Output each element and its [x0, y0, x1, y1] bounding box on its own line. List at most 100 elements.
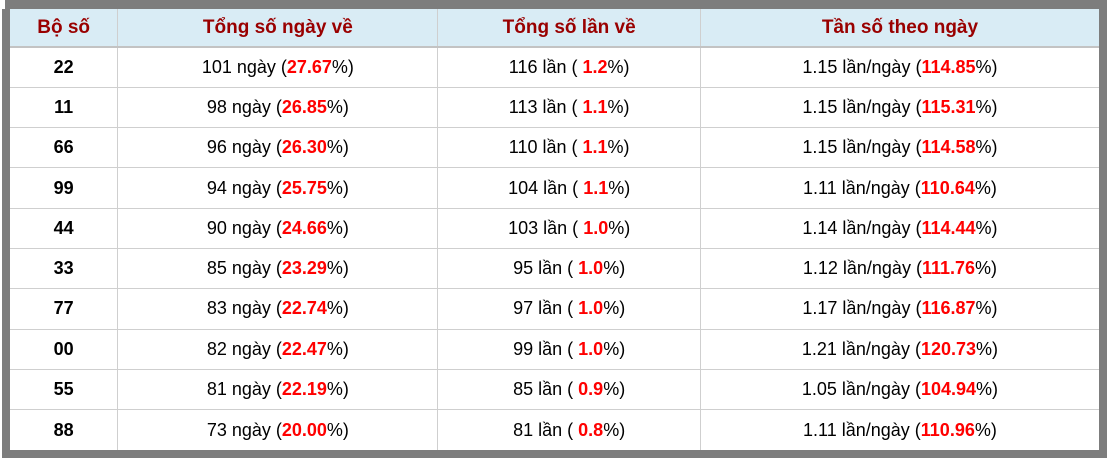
text-segment: %)	[975, 56, 998, 77]
table-row: 88 73 ngày (20.00%) 81 lần ( 0.8%) 1.11 …	[10, 409, 1099, 450]
cell-frequency-per-day: 1.21 lần/ngày (120.73%)	[700, 329, 1099, 370]
text-segment: %)	[603, 258, 626, 279]
text-segment: 95 lần (	[513, 258, 579, 279]
cell-frequency-per-day: 1.15 lần/ngày (114.85%)	[700, 47, 1099, 88]
cell-total-days: 82 ngày (22.47%)	[117, 329, 439, 370]
highlight-value: 1.0	[578, 298, 604, 319]
cell-total-days: 96 ngày (26.30%)	[117, 127, 439, 169]
cell-pair-number: 22	[10, 47, 119, 88]
cell-pair-number: 77	[10, 288, 119, 330]
cell-total-times: 104 lần ( 1.1%)	[437, 167, 701, 209]
text-segment: 110 lần (	[508, 137, 583, 158]
highlight-value: 120.73	[920, 338, 977, 359]
text-segment: %)	[326, 258, 349, 279]
highlight-value: 22.47	[281, 338, 327, 359]
cell-total-days: 94 ngày (25.75%)	[117, 167, 439, 209]
text-segment: %)	[975, 96, 998, 117]
highlight-value: 27.67	[286, 56, 332, 77]
highlight-value: 0.9	[578, 379, 604, 400]
cell-frequency-per-day: 1.17 lần/ngày (116.87%)	[700, 288, 1099, 330]
text-segment: %)	[607, 56, 630, 77]
table-row: 99 94 ngày (25.75%) 104 lần ( 1.1%) 1.11…	[10, 167, 1099, 209]
highlight-value: 110.64	[920, 177, 975, 198]
text-segment: %)	[603, 338, 626, 359]
text-segment: %)	[975, 137, 998, 158]
highlight-value: 20.00	[281, 419, 327, 440]
highlight-value: 0.8	[578, 419, 604, 440]
cell-pair-number: 44	[10, 208, 119, 249]
cell-total-days: 85 ngày (23.29%)	[117, 248, 439, 290]
text-segment: 113 lần (	[508, 96, 583, 117]
text-segment: 85 lần (	[513, 379, 579, 400]
highlight-value: 114.85	[921, 56, 976, 77]
cell-total-times: 113 lần ( 1.1%)	[437, 87, 701, 129]
cell-total-times: 85 lần ( 0.9%)	[437, 369, 701, 411]
text-segment: %)	[326, 379, 349, 400]
table-row: 44 90 ngày (24.66%) 103 lần ( 1.0%) 1.14…	[10, 208, 1099, 249]
text-segment: %)	[603, 419, 626, 440]
text-segment: 103 lần (	[508, 217, 584, 238]
cell-pair-number: 00	[10, 329, 119, 370]
cell-total-days: 101 ngày (27.67%)	[117, 47, 439, 88]
highlight-value: 26.30	[281, 137, 327, 158]
highlight-value: 1.2	[582, 56, 608, 77]
table-row: 33 85 ngày (23.29%) 95 lần ( 1.0%) 1.12 …	[10, 248, 1099, 290]
text-segment: 81 ngày (	[206, 379, 282, 400]
table-header-row: Bộ số Tổng số ngày về Tổng số lần về Tần…	[10, 9, 1099, 48]
cell-total-times: 99 lần ( 1.0%)	[437, 329, 701, 370]
text-segment: %)	[603, 379, 626, 400]
text-segment: 1.11 lần/ngày (	[803, 419, 921, 440]
text-segment: %)	[607, 96, 630, 117]
text-segment: %)	[976, 379, 999, 400]
text-segment: 1.15 lần/ngày (	[802, 56, 922, 77]
cell-total-days: 73 ngày (20.00%)	[117, 409, 439, 450]
text-segment: %)	[326, 338, 349, 359]
cell-total-days: 83 ngày (22.74%)	[117, 288, 439, 330]
corner-notch	[0, 0, 5, 9]
cell-frequency-per-day: 1.14 lần/ngày (114.44%)	[700, 208, 1099, 249]
text-segment: %)	[608, 177, 631, 198]
text-segment: 1.05 lần/ngày (	[801, 379, 921, 400]
text-segment: 96 ngày (	[206, 137, 282, 158]
text-segment: 81 lần (	[513, 419, 579, 440]
highlight-value: 26.85	[281, 96, 327, 117]
highlight-value: 111.76	[921, 258, 976, 279]
cell-frequency-per-day: 1.15 lần/ngày (114.58%)	[700, 127, 1099, 169]
highlight-value: 116.87	[921, 298, 976, 319]
cell-total-times: 103 lần ( 1.0%)	[437, 208, 701, 249]
text-segment: %)	[326, 217, 349, 238]
text-segment: %)	[974, 177, 997, 198]
table-row: 00 82 ngày (22.47%) 99 lần ( 1.0%) 1.21 …	[10, 329, 1099, 370]
cell-total-days: 81 ngày (22.19%)	[117, 369, 439, 411]
text-segment: 73 ngày (	[206, 419, 282, 440]
cell-pair-number: 55	[10, 369, 119, 411]
table-row: 55 81 ngày (22.19%) 85 lần ( 0.9%) 1.05 …	[10, 369, 1099, 411]
text-segment: 82 ngày (	[206, 338, 282, 359]
text-segment: %)	[975, 217, 998, 238]
cell-total-times: 97 lần ( 1.0%)	[437, 288, 701, 330]
text-segment: 1.17 lần/ngày (	[802, 298, 922, 319]
highlight-value: 1.0	[578, 258, 604, 279]
text-segment: %)	[975, 258, 998, 279]
text-segment: 83 ngày (	[206, 298, 282, 319]
cell-pair-number: 66	[10, 127, 119, 169]
text-segment: %)	[326, 298, 349, 319]
text-segment: 85 ngày (	[206, 258, 282, 279]
highlight-value: 114.58	[921, 137, 976, 158]
highlight-value: 1.0	[578, 338, 604, 359]
highlight-value: 110.96	[920, 419, 975, 440]
cell-frequency-per-day: 1.12 lần/ngày (111.76%)	[700, 248, 1099, 290]
highlight-value: 104.94	[920, 379, 977, 400]
highlight-value: 1.1	[583, 177, 609, 198]
highlight-value: 25.75	[281, 177, 327, 198]
text-segment: %)	[976, 338, 999, 359]
highlight-value: 22.19	[281, 379, 327, 400]
text-segment: %)	[975, 298, 998, 319]
text-segment: 101 ngày (	[201, 56, 287, 77]
text-segment: %)	[326, 419, 349, 440]
text-segment: 1.12 lần/ngày (	[802, 258, 922, 279]
text-segment: 99 lần (	[513, 338, 579, 359]
cell-total-days: 90 ngày (24.66%)	[117, 208, 439, 249]
